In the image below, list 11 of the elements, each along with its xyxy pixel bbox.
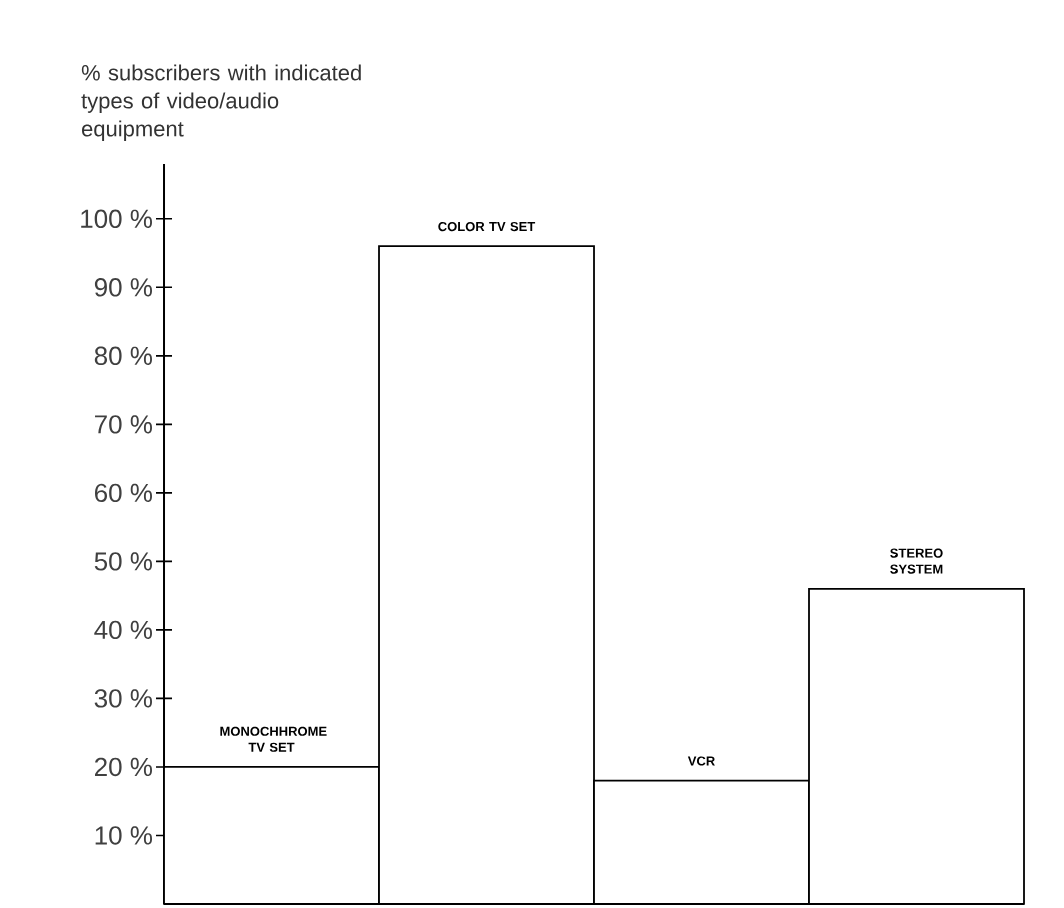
y-tick-label: 20 % — [95, 757, 152, 777]
y-tick-label: 10 % — [95, 826, 152, 845]
y-tick-label: 50 % — [94, 552, 152, 571]
y-tick-label: 100 % — [81, 209, 152, 228]
y-tick-label: 40 % — [94, 620, 152, 640]
y-tick-label: 70 % — [95, 415, 152, 434]
y-tick-label: 80 % — [94, 346, 152, 366]
y-tick-label: 60 % — [95, 483, 152, 503]
y-tick-label: 90 % — [94, 278, 152, 297]
y-tick-label: 30 % — [94, 689, 152, 708]
y-axis-title: % subscribers with indicated types of video/audio equipment — [81, 64, 361, 141]
